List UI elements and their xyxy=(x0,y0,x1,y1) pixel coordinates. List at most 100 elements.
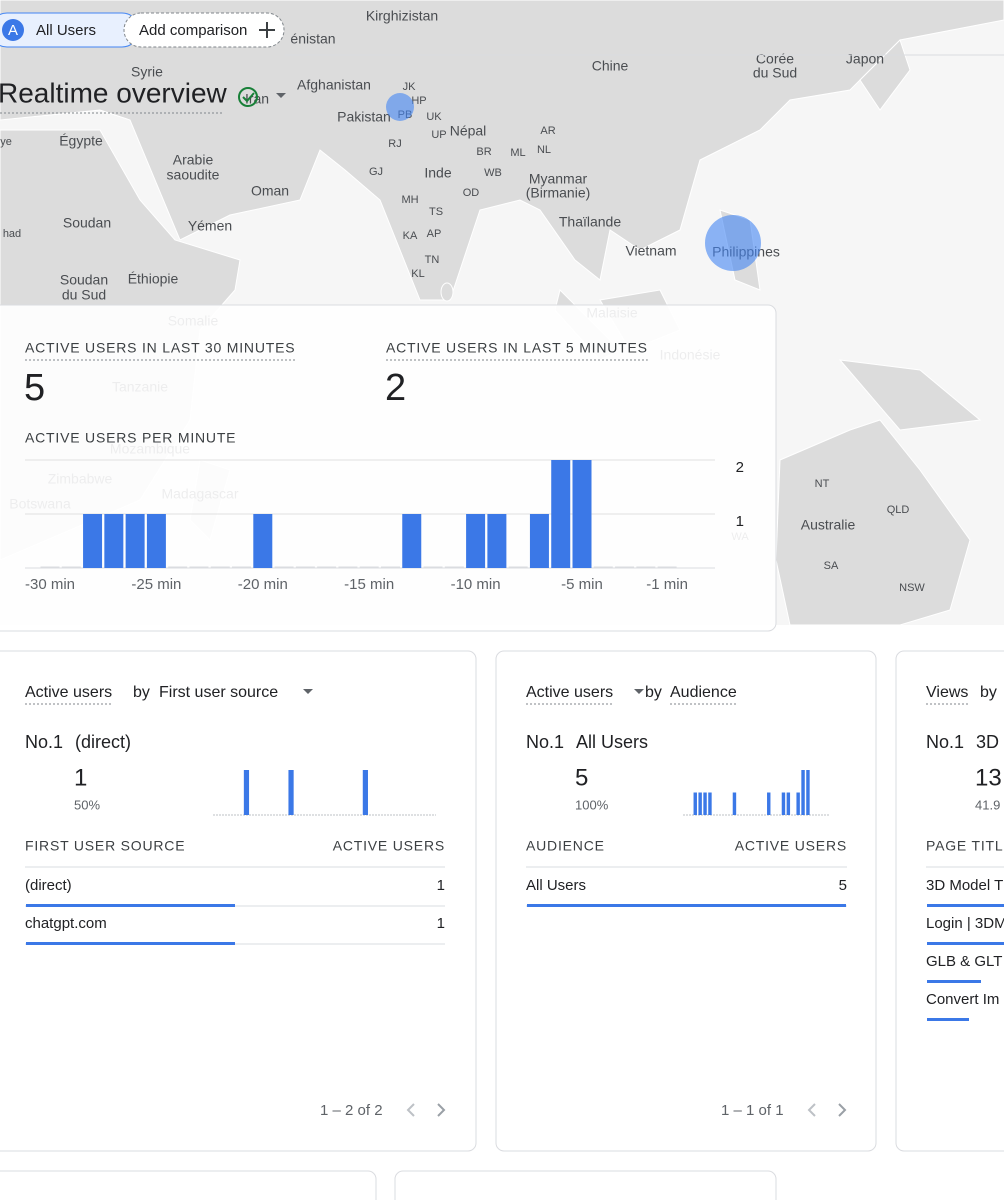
card-frame xyxy=(495,650,877,1152)
bar xyxy=(104,514,124,568)
top-name: All Users xyxy=(576,732,648,752)
metric-dropdown[interactable] xyxy=(634,689,644,694)
map-label: KL xyxy=(411,268,424,280)
bar xyxy=(40,566,60,568)
map-label: Vietnam xyxy=(625,243,676,259)
top-value: 5 xyxy=(575,764,588,791)
rank: No.1 xyxy=(526,732,564,752)
top-name: (direct) xyxy=(75,732,131,752)
row-name: Convert Im xyxy=(926,991,999,1008)
map-label: JK xyxy=(403,81,417,93)
bar xyxy=(657,566,677,568)
bar xyxy=(168,566,188,568)
bar xyxy=(487,514,507,568)
map-label: UP xyxy=(431,129,446,141)
map-label: Népal xyxy=(450,123,487,139)
row-value: 1 xyxy=(437,877,445,894)
map-label: HP xyxy=(411,95,426,107)
card-by: by xyxy=(645,684,662,701)
row-bar xyxy=(527,904,846,907)
row-name: GLB & GLT xyxy=(926,953,1002,970)
avatar: A xyxy=(8,22,18,39)
status-check xyxy=(238,87,258,107)
map-label: RJ xyxy=(388,138,401,150)
row-value: 5 xyxy=(839,877,847,894)
top-name: 3D xyxy=(976,732,999,752)
map-label: OD xyxy=(463,187,480,199)
metric-value: 2 xyxy=(385,367,406,409)
map-bubble xyxy=(705,215,761,271)
spark-bar xyxy=(781,792,786,815)
card-metric[interactable]: Views xyxy=(926,684,968,701)
segment-chip[interactable]: A All Users xyxy=(0,12,140,48)
map-label: Kirghizistan xyxy=(366,8,438,24)
y-tick-label: 2 xyxy=(736,459,744,476)
bar xyxy=(189,566,209,568)
map-label: had xyxy=(3,228,21,240)
card-metric[interactable]: Active users xyxy=(25,684,112,701)
spark-bar xyxy=(732,792,737,815)
row-name: All Users xyxy=(526,877,586,894)
card-metric[interactable]: Active users xyxy=(526,684,613,701)
map-label: Afghanistan xyxy=(297,77,371,93)
rank: No.1 xyxy=(926,732,964,752)
x-tick-label: -25 min xyxy=(131,576,181,593)
rank: No.1 xyxy=(25,732,63,752)
spark-bar xyxy=(786,792,791,815)
dimension-dropdown[interactable] xyxy=(303,689,313,694)
spark-bar xyxy=(698,792,702,815)
row-name: chatgpt.com xyxy=(25,915,107,932)
row-bar xyxy=(927,904,1004,907)
bar xyxy=(466,514,486,568)
next-page[interactable] xyxy=(838,1103,847,1117)
prev-page[interactable] xyxy=(807,1103,816,1117)
bar xyxy=(61,566,81,568)
pagination: 1 – 2 of 2 xyxy=(320,1102,383,1119)
map-label: (Birmanie) xyxy=(526,185,591,201)
card-dimension[interactable]: Audience xyxy=(670,684,737,701)
per-minute-chart: ACTIVE USERS PER MINUTE 1 2 -30 min -25 min -… xyxy=(25,430,744,593)
page-title: Realtime overview xyxy=(0,77,228,108)
map-label: Soudan xyxy=(60,272,108,288)
row-bar xyxy=(26,904,235,907)
spark-bar xyxy=(288,770,294,815)
pagination: 1 – 1 of 1 xyxy=(721,1102,784,1119)
card-frame xyxy=(895,650,1004,1152)
map-label: ML xyxy=(510,147,525,159)
bar xyxy=(529,514,549,568)
breakdown-card: Views by No.1 3D 13 41.9 PAGE TITL 3D Model T Lo… xyxy=(895,650,1004,1152)
map-label: AP xyxy=(427,228,442,240)
bar xyxy=(380,566,400,568)
map-label: Myanmar xyxy=(529,171,588,187)
next-page[interactable] xyxy=(437,1103,446,1117)
card-dimension[interactable]: First user source xyxy=(159,684,278,701)
map-label: Japon xyxy=(846,51,884,67)
chart-title: ACTIVE USERS PER MINUTE xyxy=(25,430,236,446)
add-comparison[interactable]: Add comparison xyxy=(123,12,285,48)
bar xyxy=(359,566,379,568)
top-value: 1 xyxy=(74,764,87,791)
spark-bar xyxy=(708,792,712,815)
column-header: PAGE TITL xyxy=(926,838,1003,854)
x-tick-label: -5 min xyxy=(561,576,603,593)
prev-page[interactable] xyxy=(406,1103,415,1117)
title-dropdown[interactable] xyxy=(276,93,286,98)
breakdown-card: Active users by Audience No.1 All Users 5 100%… xyxy=(495,650,877,1152)
spark-bar xyxy=(243,770,250,815)
bar xyxy=(317,566,337,568)
map-label: Inde xyxy=(424,165,451,181)
column-header: ACTIVE USERS xyxy=(735,838,847,854)
metric-label: ACTIVE USERS IN LAST 5 MINUTES xyxy=(386,340,648,356)
bar xyxy=(83,514,103,568)
row-bar xyxy=(927,1018,969,1021)
bar xyxy=(508,566,528,568)
map-label: Chine xyxy=(592,58,629,74)
bar xyxy=(232,566,252,568)
bar xyxy=(615,566,635,568)
card-by: by xyxy=(980,684,997,701)
spark-bar xyxy=(693,792,697,815)
map-label: NL xyxy=(537,144,551,156)
card-by: by xyxy=(133,684,150,701)
bar xyxy=(572,460,592,568)
breakdown-card: Active users by First user source No.1 (dire… xyxy=(0,650,477,1152)
